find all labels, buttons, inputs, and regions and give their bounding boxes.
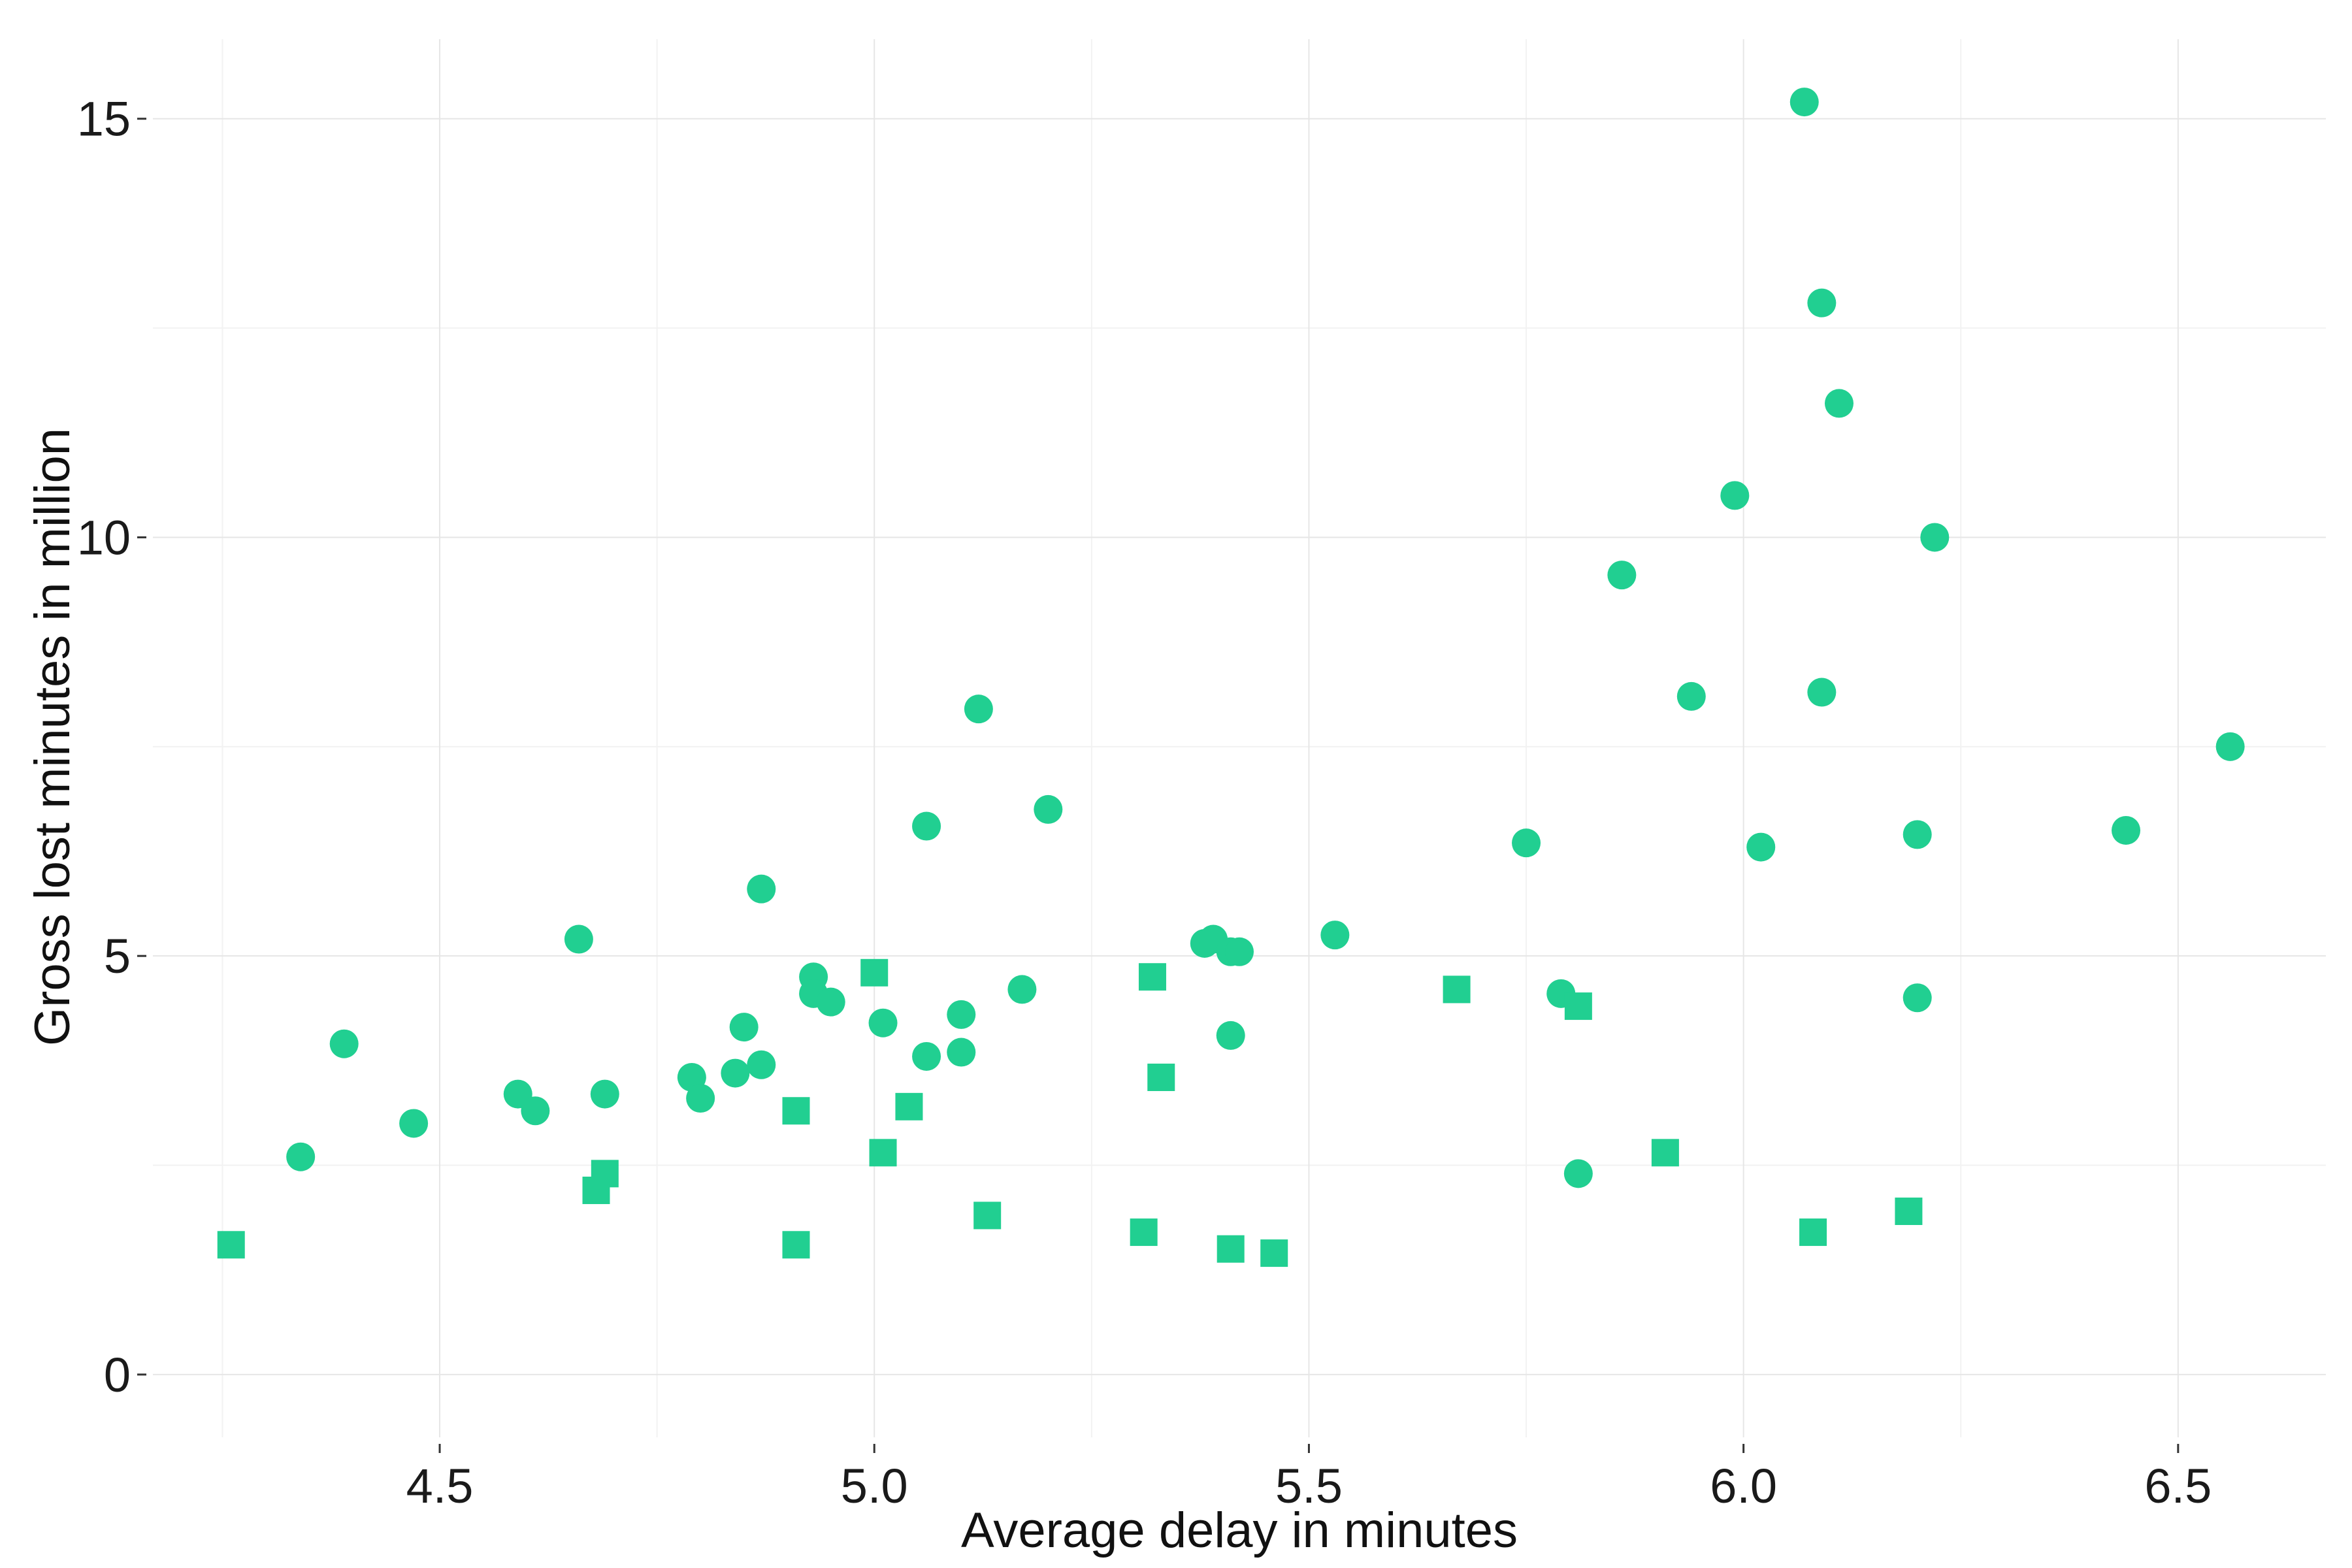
circle-point [1607, 561, 1637, 590]
x-tick-label: 5.5 [1275, 1459, 1343, 1513]
circle-point [399, 1109, 429, 1138]
circle-point [1216, 1021, 1245, 1050]
circle-point [1512, 828, 1541, 858]
circle-point [521, 1096, 550, 1126]
circle-point [2112, 815, 2141, 845]
circle-point [1320, 921, 1350, 950]
circle-point [816, 987, 845, 1017]
x-tick-label: 6.5 [2144, 1459, 2212, 1513]
x-axis: 4.5 5.0 5.5 6.0 6.5 [406, 1444, 2212, 1513]
circle-point [912, 1041, 941, 1071]
circle-point [1225, 937, 1254, 966]
circle-point [747, 874, 776, 904]
circle-point [1746, 832, 1776, 862]
circle-point [947, 1037, 976, 1067]
x-tick-label: 6.0 [1710, 1459, 1777, 1513]
circle-point [912, 811, 941, 841]
y-axis: 0 5 10 15 [77, 92, 146, 1402]
circle-point [1034, 794, 1063, 824]
square-point [1564, 992, 1592, 1021]
circle-point [286, 1142, 316, 1171]
circle-point [947, 1000, 976, 1029]
circle-point [747, 1050, 776, 1079]
circle-point [1007, 975, 1037, 1004]
circle-point [868, 1008, 898, 1037]
circle-point [1807, 288, 1837, 318]
x-tick-label: 5.0 [841, 1459, 908, 1513]
square-point [1130, 1218, 1158, 1247]
circle-point [590, 1079, 619, 1109]
x-tick-label: 4.5 [406, 1459, 474, 1513]
circle-point [721, 1058, 750, 1088]
square-point [1147, 1063, 1175, 1091]
square-point [1138, 963, 1166, 991]
square-point [1260, 1239, 1288, 1267]
circle-point [329, 1029, 359, 1058]
circle-point [1563, 1159, 1593, 1188]
y-tick-label: 10 [77, 510, 131, 564]
square-point [591, 1160, 619, 1188]
square-point [1651, 1139, 1679, 1167]
square-point [782, 1097, 810, 1125]
circle-point [1720, 481, 1750, 510]
circle-point [686, 1084, 715, 1113]
square-point [1217, 1235, 1245, 1263]
square-point [1799, 1218, 1827, 1247]
square-point [782, 1231, 810, 1259]
x-axis-title: Average delay in minutes [961, 1503, 1518, 1558]
square-point [860, 958, 889, 987]
grid-lines [153, 39, 2326, 1437]
circle-point [1676, 681, 1706, 711]
y-axis-title: Gross lost minutes in million [25, 428, 80, 1046]
circle-point [964, 694, 993, 724]
square-point [1443, 975, 1471, 1004]
square-point [217, 1231, 245, 1259]
circle-point [729, 1013, 759, 1042]
circle-point [2215, 732, 2245, 761]
square-point [973, 1201, 1002, 1230]
y-tick-label: 0 [104, 1348, 131, 1402]
circle-point [1807, 678, 1837, 707]
square-point [1895, 1198, 1923, 1226]
circle-point [1824, 389, 1854, 418]
square-point [895, 1092, 923, 1120]
circle-point [1903, 983, 1932, 1013]
circle-point [1920, 523, 1950, 552]
y-tick-label: 15 [77, 92, 131, 146]
circle-point [1789, 88, 1819, 117]
circle-point [564, 924, 593, 954]
square-point [869, 1139, 897, 1167]
data-points [217, 88, 2245, 1267]
y-tick-label: 5 [104, 929, 131, 983]
circle-point [1903, 820, 1932, 849]
